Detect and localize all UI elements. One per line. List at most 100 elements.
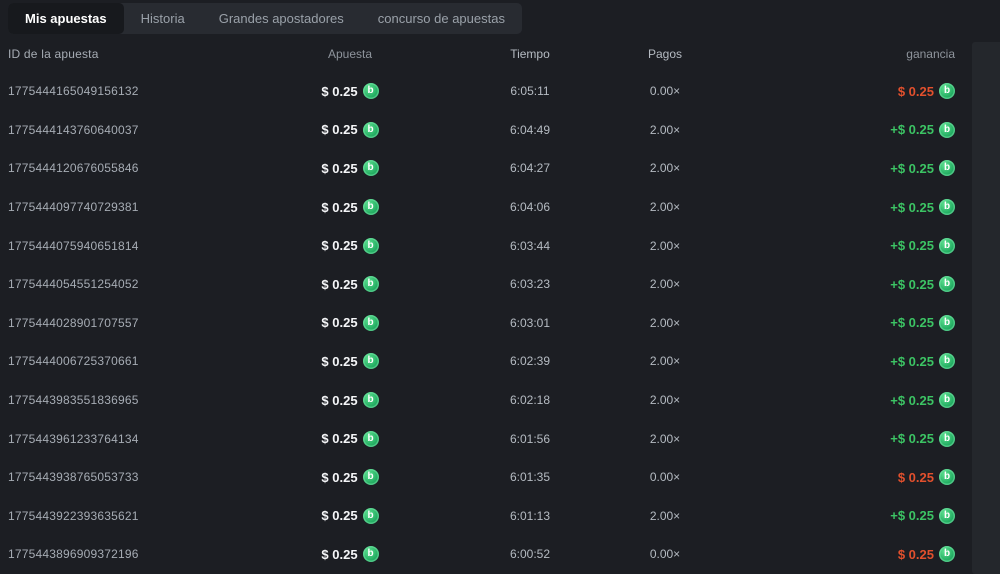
payout-multiplier: 2.00× xyxy=(649,508,681,523)
bet-amount-cell: $ 0.25 b xyxy=(280,276,420,293)
bet-amount-cell: $ 0.25 b xyxy=(280,160,420,177)
profit-amount: +$ 0.25 xyxy=(890,315,934,331)
table-row[interactable]: 1775443922393635621 $ 0.25 b 6:01:13 2.0… xyxy=(0,497,1000,536)
bet-amount: $ 0.25 xyxy=(321,392,358,408)
tab-concurso-de-apuestas[interactable]: concurso de apuestas xyxy=(361,3,522,34)
table-body: 1775444165049156132 $ 0.25 b 6:05:11 0.0… xyxy=(0,72,1000,574)
profit-cell: +$ 0.25 b xyxy=(690,353,955,370)
table-row[interactable]: 1775444120676055846 $ 0.25 b 6:04:27 2.0… xyxy=(0,149,1000,188)
tab-grandes-apostadores[interactable]: Grandes apostadores xyxy=(202,3,361,34)
table-row[interactable]: 1775443983551836965 $ 0.25 b 6:02:18 2.0… xyxy=(0,381,1000,420)
bet-amount: $ 0.25 xyxy=(321,469,358,485)
profit-cell: +$ 0.25 b xyxy=(690,392,955,409)
payout-multiplier: 2.00× xyxy=(649,200,681,215)
coin-icon: b xyxy=(362,546,379,563)
bet-id: 1775443983551836965 xyxy=(8,393,139,408)
table-header: ID de la apuesta Apuesta Tiempo Pagos ga… xyxy=(0,36,1000,72)
bet-amount-cell: $ 0.25 b xyxy=(280,237,420,254)
coin-icon: b xyxy=(362,237,379,254)
profit-cell: $ 0.25 b xyxy=(690,83,955,100)
bet-time: 6:01:13 xyxy=(509,508,551,523)
bet-time: 6:03:23 xyxy=(509,277,551,292)
bet-time: 6:03:44 xyxy=(509,238,551,253)
table-row[interactable]: 1775444006725370661 $ 0.25 b 6:02:39 2.0… xyxy=(0,342,1000,381)
bet-time: 6:02:39 xyxy=(509,354,551,369)
profit-amount: +$ 0.25 xyxy=(890,276,934,292)
coin-icon: b xyxy=(939,199,955,216)
payout-multiplier: 2.00× xyxy=(649,431,681,446)
coin-icon: b xyxy=(362,507,379,524)
bet-id: 1775443922393635621 xyxy=(8,508,139,523)
profit-amount: $ 0.25 xyxy=(897,469,934,485)
table-row[interactable]: 1775444165049156132 $ 0.25 b 6:05:11 0.0… xyxy=(0,72,1000,111)
profit-cell: $ 0.25 b xyxy=(690,546,955,563)
coin-icon: b xyxy=(362,199,379,216)
profit-amount: $ 0.25 xyxy=(897,546,934,562)
profit-amount: +$ 0.25 xyxy=(890,392,934,408)
table-row[interactable]: 1775444054551254052 $ 0.25 b 6:03:23 2.0… xyxy=(0,265,1000,304)
table-row[interactable]: 1775444097740729381 $ 0.25 b 6:04:06 2.0… xyxy=(0,188,1000,227)
payout-multiplier: 2.00× xyxy=(649,393,681,408)
bet-time: 6:02:18 xyxy=(509,393,551,408)
bet-id: 1775443896909372196 xyxy=(8,547,139,562)
bet-id: 1775444028901707557 xyxy=(8,315,139,330)
profit-amount: +$ 0.25 xyxy=(890,160,934,176)
tab-label: concurso de apuestas xyxy=(377,11,505,26)
bet-time: 6:05:11 xyxy=(510,84,550,99)
coin-icon: b xyxy=(939,237,955,254)
table-row[interactable]: 1775443961233764134 $ 0.25 b 6:01:56 2.0… xyxy=(0,419,1000,458)
column-header-profit: ganancia xyxy=(906,47,955,61)
payout-multiplier: 2.00× xyxy=(649,315,681,330)
coin-icon: b xyxy=(939,160,955,177)
table-row[interactable]: 1775444028901707557 $ 0.25 b 6:03:01 2.0… xyxy=(0,304,1000,343)
bet-amount-cell: $ 0.25 b xyxy=(280,546,420,563)
tab-label: Historia xyxy=(140,11,185,26)
coin-icon: b xyxy=(362,353,379,370)
profit-cell: +$ 0.25 b xyxy=(690,314,955,331)
coin-icon: b xyxy=(362,392,379,409)
profit-cell: $ 0.25 b xyxy=(690,469,955,486)
coin-icon: b xyxy=(939,276,955,293)
coin-icon: b xyxy=(939,83,955,100)
tabs: Mis apuestas Historia Grandes apostadores c… xyxy=(8,3,522,34)
tab-label: Grandes apostadores xyxy=(218,11,344,26)
tab-historia[interactable]: Historia xyxy=(124,3,202,34)
payout-multiplier: 2.00× xyxy=(649,238,681,253)
bet-amount: $ 0.25 xyxy=(321,276,358,292)
table-row[interactable]: 1775444143760640037 $ 0.25 b 6:04:49 2.0… xyxy=(0,111,1000,150)
bet-amount: $ 0.25 xyxy=(321,238,358,254)
payout-multiplier: 0.00× xyxy=(649,84,681,99)
bet-amount: $ 0.25 xyxy=(321,353,358,369)
coin-icon: b xyxy=(939,507,955,524)
profit-cell: +$ 0.25 b xyxy=(690,160,955,177)
column-header-bet-id: ID de la apuesta xyxy=(8,47,99,61)
bet-amount: $ 0.25 xyxy=(321,122,358,138)
coin-icon: b xyxy=(939,546,955,563)
payout-multiplier: 0.00× xyxy=(649,470,681,485)
bet-id: 1775443938765053733 xyxy=(8,470,139,485)
bet-id: 1775444120676055846 xyxy=(8,161,139,176)
bet-time: 6:03:01 xyxy=(509,315,551,330)
coin-icon: b xyxy=(362,314,379,331)
profit-cell: +$ 0.25 b xyxy=(690,430,955,447)
payout-multiplier: 0.00× xyxy=(649,547,681,562)
bet-amount-cell: $ 0.25 b xyxy=(280,507,420,524)
table-row[interactable]: 1775443896909372196 $ 0.25 b 6:00:52 0.0… xyxy=(0,535,1000,574)
bet-amount: $ 0.25 xyxy=(321,83,358,99)
coin-icon: b xyxy=(362,276,379,293)
bet-amount: $ 0.25 xyxy=(321,508,358,524)
bet-amount: $ 0.25 xyxy=(321,315,358,331)
table-row[interactable]: 1775444075940651814 $ 0.25 b 6:03:44 2.0… xyxy=(0,226,1000,265)
tab-mis-apuestas[interactable]: Mis apuestas xyxy=(8,3,124,34)
bet-amount-cell: $ 0.25 b xyxy=(280,392,420,409)
coin-icon: b xyxy=(362,83,379,100)
column-header-bet: Apuesta xyxy=(327,47,373,61)
bet-time: 6:01:35 xyxy=(509,470,551,485)
bet-amount-cell: $ 0.25 b xyxy=(280,314,420,331)
profit-amount: +$ 0.25 xyxy=(890,508,934,524)
coin-icon: b xyxy=(939,314,955,331)
column-header-time: Tiempo xyxy=(510,47,550,61)
profit-amount: +$ 0.25 xyxy=(890,238,934,254)
scrollbar-track[interactable] xyxy=(972,42,1000,574)
table-row[interactable]: 1775443938765053733 $ 0.25 b 6:01:35 0.0… xyxy=(0,458,1000,497)
